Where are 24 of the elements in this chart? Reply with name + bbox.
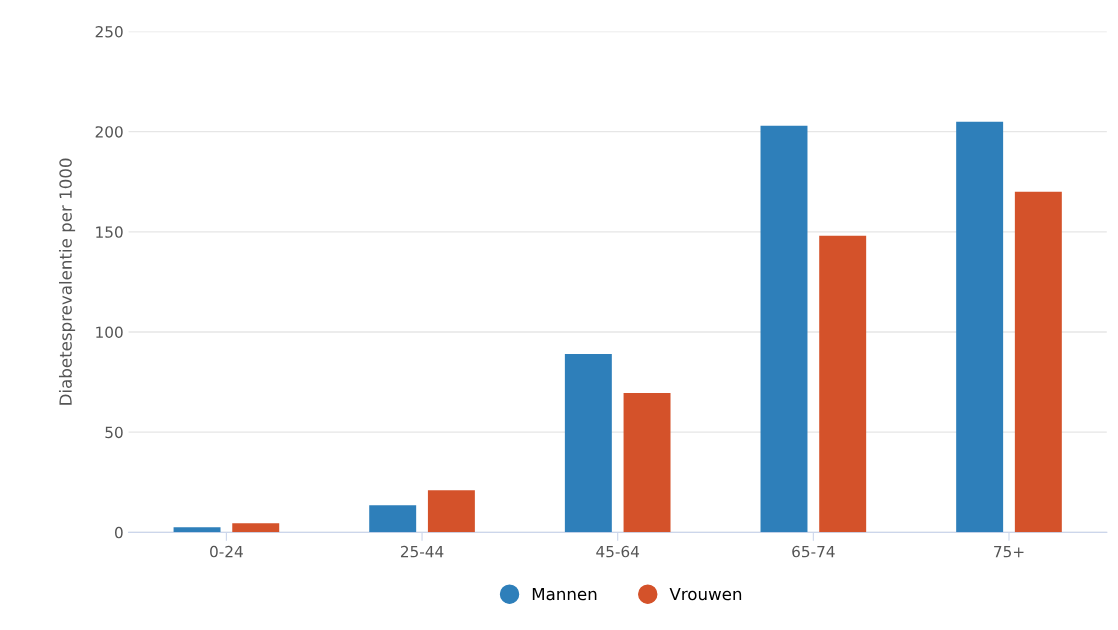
bar: [232, 523, 280, 533]
y-tick-label: 100: [96, 326, 123, 339]
y-tick-label: 50: [105, 426, 123, 439]
bar: [956, 121, 1004, 533]
x-tick-label: 75+: [994, 546, 1024, 558]
bar: [819, 235, 867, 533]
legend-label: Mannen: [532, 587, 597, 601]
bar: [369, 505, 417, 533]
y-tick-label: 200: [95, 126, 123, 138]
y-tick-label: 250: [95, 25, 123, 38]
bar: [1014, 191, 1062, 533]
bar: [564, 354, 612, 533]
x-tick-label: 0-24: [210, 545, 243, 558]
y-axis-title: Diabetesprevalentie per 1000: [58, 158, 76, 405]
y-tick-label: 150: [96, 226, 123, 238]
bar: [173, 527, 221, 533]
legend-label: Vrouwen: [669, 587, 742, 601]
x-tick-label: 25-44: [400, 545, 444, 558]
bar: [623, 393, 671, 533]
y-tick-label: 0: [115, 526, 123, 539]
x-tick-label: 45-64: [596, 545, 640, 558]
bar: [427, 490, 475, 533]
x-tick-label: 65-74: [792, 545, 835, 558]
bar: [760, 125, 808, 533]
